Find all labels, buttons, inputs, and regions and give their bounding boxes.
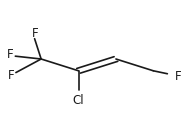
Text: F: F <box>7 48 14 61</box>
Text: Cl: Cl <box>73 94 84 107</box>
Text: F: F <box>175 70 181 83</box>
Text: F: F <box>8 69 15 82</box>
Text: F: F <box>32 27 39 40</box>
